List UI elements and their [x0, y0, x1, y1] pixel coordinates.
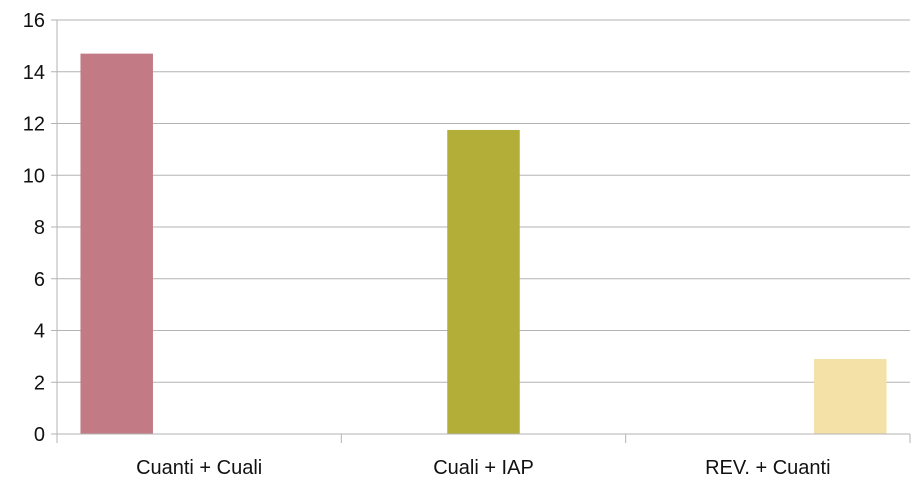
y-tick-label: 8	[34, 217, 45, 239]
x-category-label: REV. + Cuanti	[705, 457, 830, 479]
bars	[80, 53, 887, 434]
y-tick-labels: 0 2 4 6 8 10 12 14 16	[23, 10, 45, 446]
y-tick-label: 2	[34, 372, 45, 394]
y-tick-label: 6	[34, 269, 45, 291]
x-category-label: Cuali + IAP	[433, 457, 534, 479]
axes	[51, 19, 911, 443]
y-tick-label: 14	[23, 62, 45, 84]
y-tick-label: 16	[23, 10, 45, 32]
bar-rev-cuanti	[814, 358, 887, 434]
y-tick-label: 12	[23, 114, 45, 136]
x-category-labels: Cuanti + Cuali Cuali + IAP REV. + Cuanti	[136, 457, 830, 479]
bar-cuanti-cuali	[80, 53, 153, 434]
y-tick-label: 4	[34, 321, 45, 343]
x-category-label: Cuanti + Cuali	[136, 457, 262, 479]
y-tick-label: 0	[34, 424, 45, 446]
bar-cuali-iap	[447, 129, 520, 434]
y-tick-label: 10	[23, 165, 45, 187]
